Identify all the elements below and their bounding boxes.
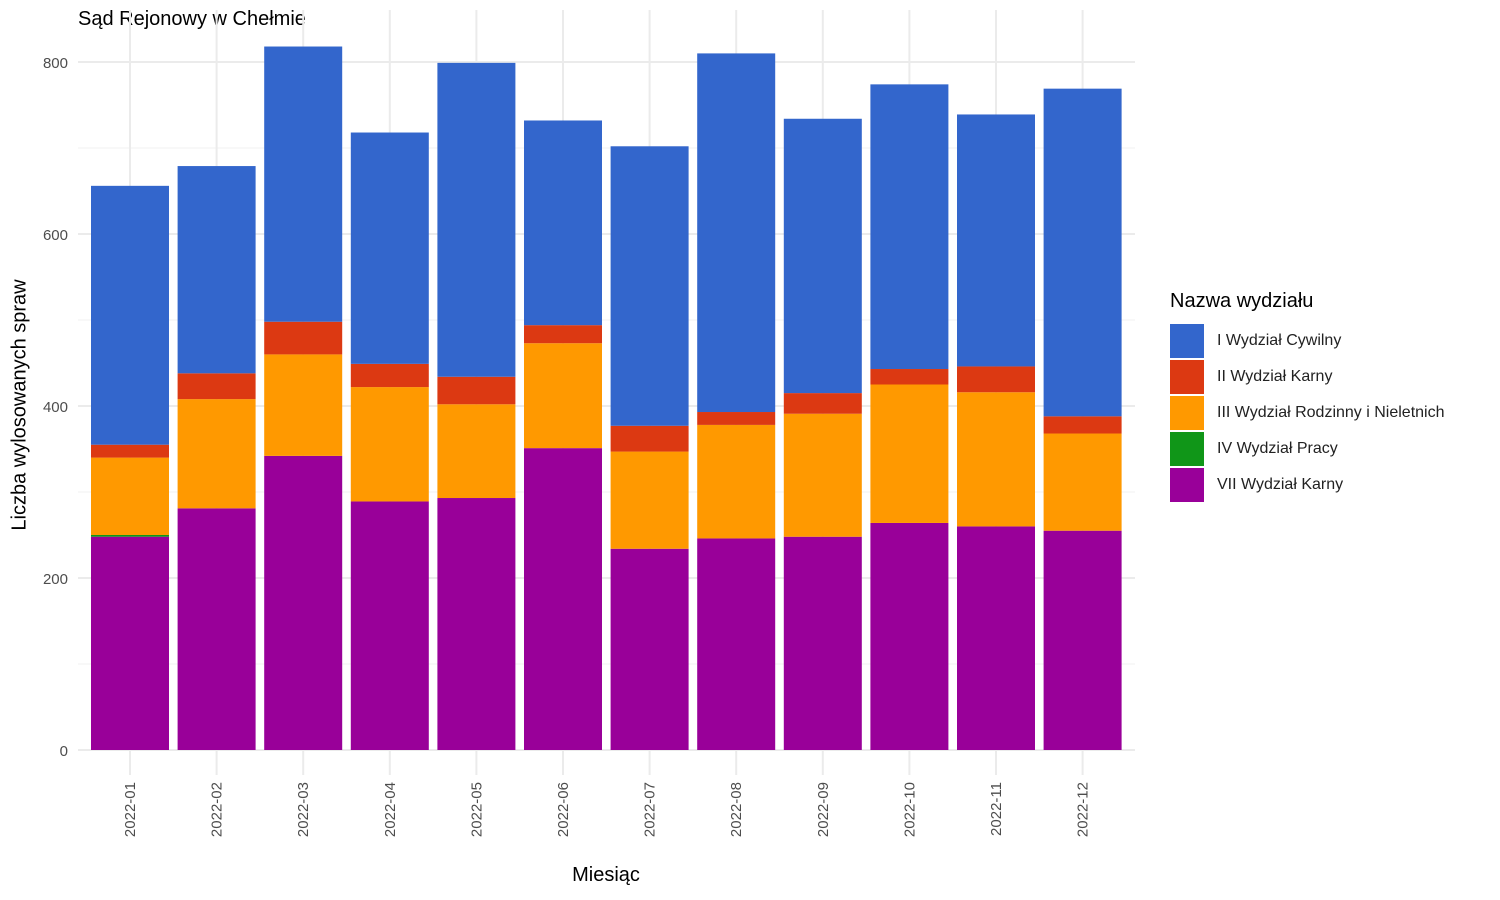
bar-segment — [264, 321, 343, 355]
bar-segment — [783, 118, 862, 394]
bar-segment — [91, 535, 169, 537]
legend-label: VII Wydział Karny — [1217, 476, 1344, 493]
legend-swatch — [1170, 432, 1204, 466]
bar-segment — [524, 448, 602, 750]
bar-segment — [1043, 433, 1122, 531]
bar-segment — [870, 369, 949, 385]
bar-segment — [957, 366, 1035, 393]
bar-segment — [350, 387, 429, 502]
bar-segment — [1043, 530, 1122, 750]
legend-label: III Wydział Rodzinny i Nieletnich — [1217, 404, 1445, 421]
bar-segment — [437, 404, 516, 499]
bar-segment — [870, 522, 949, 750]
legend-swatch — [1170, 324, 1204, 358]
x-tick-label: 2022-09 — [815, 782, 832, 837]
bar-segment — [91, 536, 169, 750]
bar-segment — [264, 354, 343, 456]
bar-segment — [524, 325, 602, 344]
bar-segment — [350, 501, 429, 750]
bar-segment — [957, 526, 1035, 750]
x-tick-label: 2022-04 — [382, 782, 399, 837]
legend-item: IV Wydział Pracy — [1170, 431, 1445, 467]
bar-segment — [697, 412, 776, 425]
bar-segment — [524, 120, 602, 326]
x-tick-label: 2022-11 — [988, 782, 1005, 836]
bar-segment — [1043, 88, 1122, 417]
bar-segment — [437, 376, 516, 405]
y-tick-label: 800 — [43, 55, 68, 72]
x-tick-label: 2022-07 — [642, 782, 659, 837]
bar-segment — [91, 457, 169, 535]
x-tick-label: 2022-06 — [555, 782, 572, 837]
x-axis-title: Miesiąc — [572, 864, 640, 886]
x-tick-label: 2022-05 — [468, 782, 485, 837]
bar-segment — [350, 363, 429, 388]
bar-segment — [610, 146, 689, 426]
bar-segment — [697, 538, 776, 750]
bar-segment — [437, 498, 516, 750]
bar-segment — [783, 536, 862, 750]
x-tick-label: 2022-08 — [728, 782, 745, 837]
bar-segment — [697, 424, 776, 539]
bar-segment — [697, 53, 776, 413]
legend-item: III Wydział Rodzinny i Nieletnich — [1170, 395, 1445, 431]
bar-segment — [177, 508, 256, 750]
legend-item: I Wydział Cywilny — [1170, 323, 1445, 359]
bar-segment — [177, 399, 256, 509]
x-tick-label: 2022-03 — [295, 782, 312, 837]
x-tick-label: 2022-10 — [901, 782, 918, 837]
bar-segment — [610, 425, 689, 452]
y-tick-label: 200 — [43, 571, 68, 588]
bar-segment — [437, 62, 516, 377]
bar-segment — [91, 185, 169, 445]
legend-label: IV Wydział Pracy — [1217, 440, 1338, 457]
bar-segment — [957, 114, 1035, 367]
legend: Nazwa wydziału I Wydział Cywilny II Wydzi… — [1170, 290, 1445, 503]
bar-segment — [957, 392, 1035, 527]
legend-label: I Wydział Cywilny — [1217, 332, 1342, 349]
legend-swatch — [1170, 360, 1204, 394]
bar-segment — [264, 46, 343, 322]
chart-title: Sąd Rejonowy w Chełmie — [78, 8, 306, 30]
x-tick-label: 2022-01 — [122, 782, 139, 837]
bar-segment — [91, 444, 169, 458]
bar-segment — [177, 373, 256, 400]
y-tick-label: 600 — [43, 227, 68, 244]
bar-segment — [870, 384, 949, 523]
bar-segment — [783, 413, 862, 537]
legend-item: II Wydział Karny — [1170, 359, 1445, 395]
bar-segment — [1043, 416, 1122, 434]
legend-item: VII Wydział Karny — [1170, 467, 1445, 503]
legend-swatch — [1170, 396, 1204, 430]
y-tick-label: 0 — [60, 743, 68, 760]
x-tick-label: 2022-02 — [209, 782, 226, 837]
bar-segment — [783, 393, 862, 414]
y-axis-title: Liczba wylosowanych spraw — [8, 279, 31, 531]
y-tick-label: 400 — [43, 399, 68, 416]
legend-swatch — [1170, 468, 1204, 502]
bar-segment — [524, 343, 602, 449]
bar-segment — [870, 84, 949, 370]
x-tick-label: 2022-12 — [1075, 782, 1092, 837]
bar-segment — [610, 548, 689, 750]
bar-segment — [610, 451, 689, 549]
legend-label: II Wydział Karny — [1217, 368, 1333, 385]
bar-segment — [350, 132, 429, 364]
legend-title: Nazwa wydziału — [1170, 290, 1314, 312]
bar-segment — [264, 455, 343, 750]
bar-segment — [177, 166, 256, 374]
